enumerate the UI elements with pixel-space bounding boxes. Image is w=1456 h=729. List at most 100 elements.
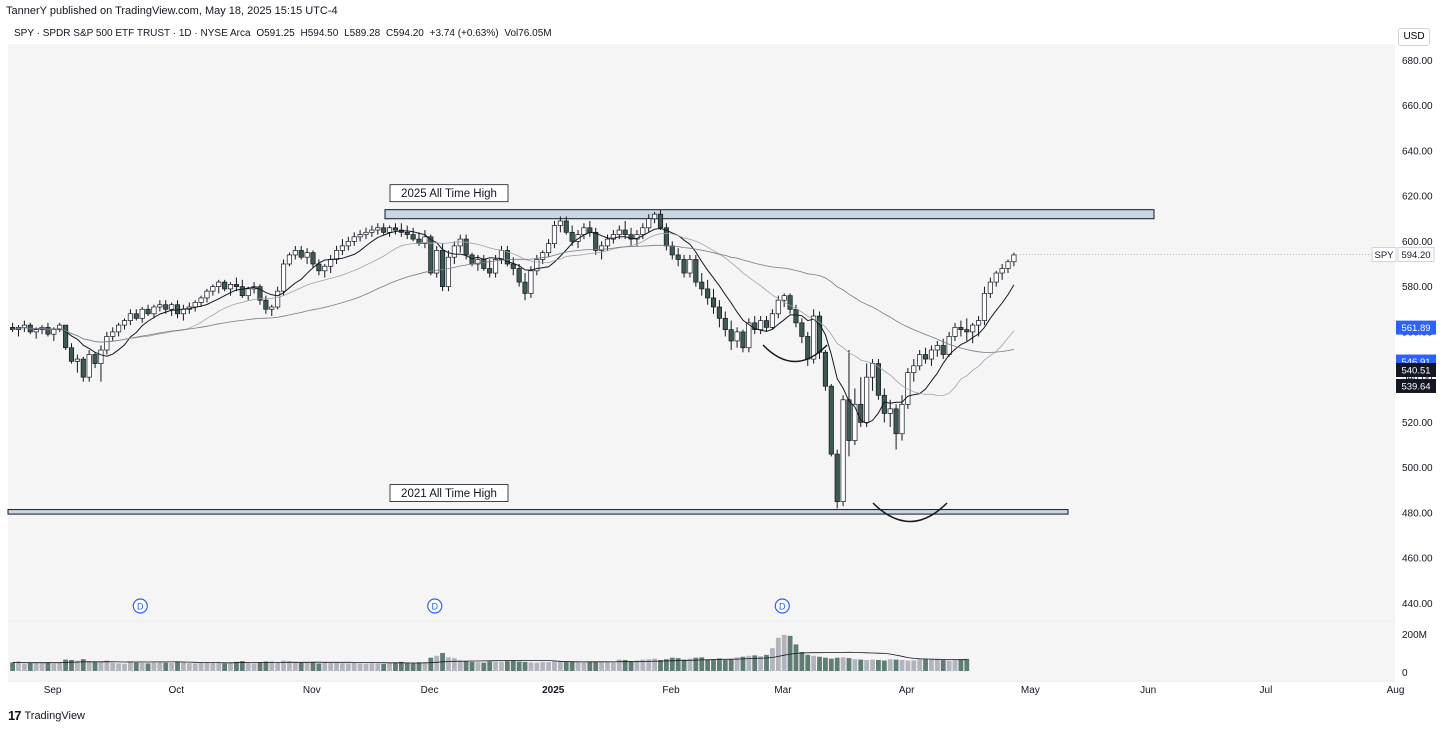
volume-bar — [834, 657, 840, 671]
candle-body — [934, 345, 940, 351]
candle-body — [440, 250, 446, 287]
low-value: L589.28 — [344, 28, 381, 39]
volume-bar — [787, 635, 793, 671]
candle-body — [451, 245, 457, 258]
x-axis-tick: Nov — [303, 685, 321, 696]
volume-bar — [528, 662, 534, 671]
annotation-box — [389, 184, 509, 203]
candle-body — [899, 403, 905, 435]
currency-button[interactable]: USD — [1398, 28, 1430, 46]
y-axis-tick: 440.00 — [1402, 599, 1433, 610]
candle-body — [569, 231, 575, 242]
volume-bar — [175, 661, 180, 671]
volume-bar — [210, 663, 216, 671]
volume-bar — [504, 661, 510, 671]
candle-body — [958, 327, 964, 330]
volume-bar — [481, 662, 487, 671]
candle-body — [528, 270, 534, 294]
volume-bar — [905, 660, 911, 671]
candle-body — [428, 236, 434, 274]
volume-bar — [563, 661, 569, 671]
candle-body — [775, 299, 781, 315]
candle-body — [445, 256, 452, 287]
volume-bar — [663, 659, 669, 671]
volume-bar — [145, 663, 151, 671]
candle-body — [699, 281, 705, 290]
x-axis-tick: May — [1021, 685, 1040, 696]
volume-bar — [33, 662, 39, 671]
volume-bar — [116, 663, 122, 671]
candle-body — [652, 213, 658, 220]
volume-bar — [487, 661, 493, 671]
x-axis-tick: Apr — [899, 685, 915, 696]
volume-bar — [734, 657, 740, 671]
candle-body — [622, 229, 628, 235]
candle-body — [51, 329, 57, 335]
volume-bar — [422, 662, 428, 671]
candle-body — [917, 354, 923, 367]
candle-body — [127, 313, 133, 321]
candle-body — [33, 329, 39, 333]
volume-bar — [634, 660, 640, 671]
volume-value: Vol76.05M — [504, 28, 552, 39]
candle-body — [846, 399, 852, 441]
volume-bar — [499, 662, 504, 671]
volume-bar — [722, 659, 728, 671]
volume-bar — [964, 658, 970, 671]
dividend-marker-icon — [774, 598, 790, 614]
candle-body — [328, 259, 334, 267]
volume-bar — [122, 663, 127, 671]
volume-bar — [805, 654, 811, 671]
volume-bar — [74, 660, 80, 671]
x-axis-tick: Oct — [169, 685, 185, 696]
volume-bar — [322, 662, 328, 671]
price-badge-value: 540.51 — [1401, 366, 1430, 377]
volume-bar — [699, 657, 705, 671]
candle-body — [316, 263, 322, 272]
candle-body — [681, 259, 687, 274]
candle-body — [457, 238, 463, 247]
candle-body — [964, 329, 970, 333]
volume-bar — [675, 658, 681, 671]
candle-body — [351, 236, 357, 242]
volume-bar — [923, 659, 928, 671]
volume-bar — [21, 663, 27, 671]
all-time-high-zone — [7, 509, 1069, 515]
candle-body — [310, 252, 316, 265]
volume-bar — [929, 658, 934, 671]
volume-bar — [946, 660, 952, 671]
candle-body — [357, 234, 363, 238]
candle-body — [657, 213, 664, 229]
volume-bar — [746, 655, 752, 671]
volume-bar — [57, 662, 63, 671]
volume-bar — [292, 661, 298, 671]
volume-bar — [463, 661, 469, 671]
candle-body — [799, 322, 805, 337]
volume-bar — [469, 661, 475, 671]
volume-bar — [693, 657, 699, 671]
annotation-box — [389, 484, 509, 502]
volume-bar — [351, 663, 357, 671]
change-value: +3.74 (+0.63%) — [429, 28, 499, 39]
volume-bar — [681, 659, 687, 671]
candle-body — [563, 220, 569, 233]
volume-bar — [434, 655, 440, 671]
symbol-name[interactable]: SPY · SPDR S&P 500 ETF TRUST · 1D · NYSE… — [14, 28, 251, 39]
price-chart[interactable]: 2025 All Time High 2021 All Time High 680… — [0, 0, 1456, 705]
candle-body — [475, 259, 481, 265]
volume-bar — [610, 662, 616, 671]
candle-body — [593, 231, 599, 251]
candle-body — [292, 250, 298, 256]
volume-bar — [151, 662, 157, 671]
volume-bar — [669, 657, 675, 671]
volume-bar — [522, 661, 528, 671]
volume-bar — [587, 661, 593, 671]
candle-body — [404, 231, 410, 235]
candle-body — [239, 286, 245, 297]
candle-body — [981, 293, 988, 321]
candle-body — [616, 229, 622, 235]
candle-body — [345, 241, 351, 247]
volume-bar — [934, 659, 940, 671]
volume-bar — [534, 662, 540, 671]
volume-bar — [770, 648, 775, 671]
